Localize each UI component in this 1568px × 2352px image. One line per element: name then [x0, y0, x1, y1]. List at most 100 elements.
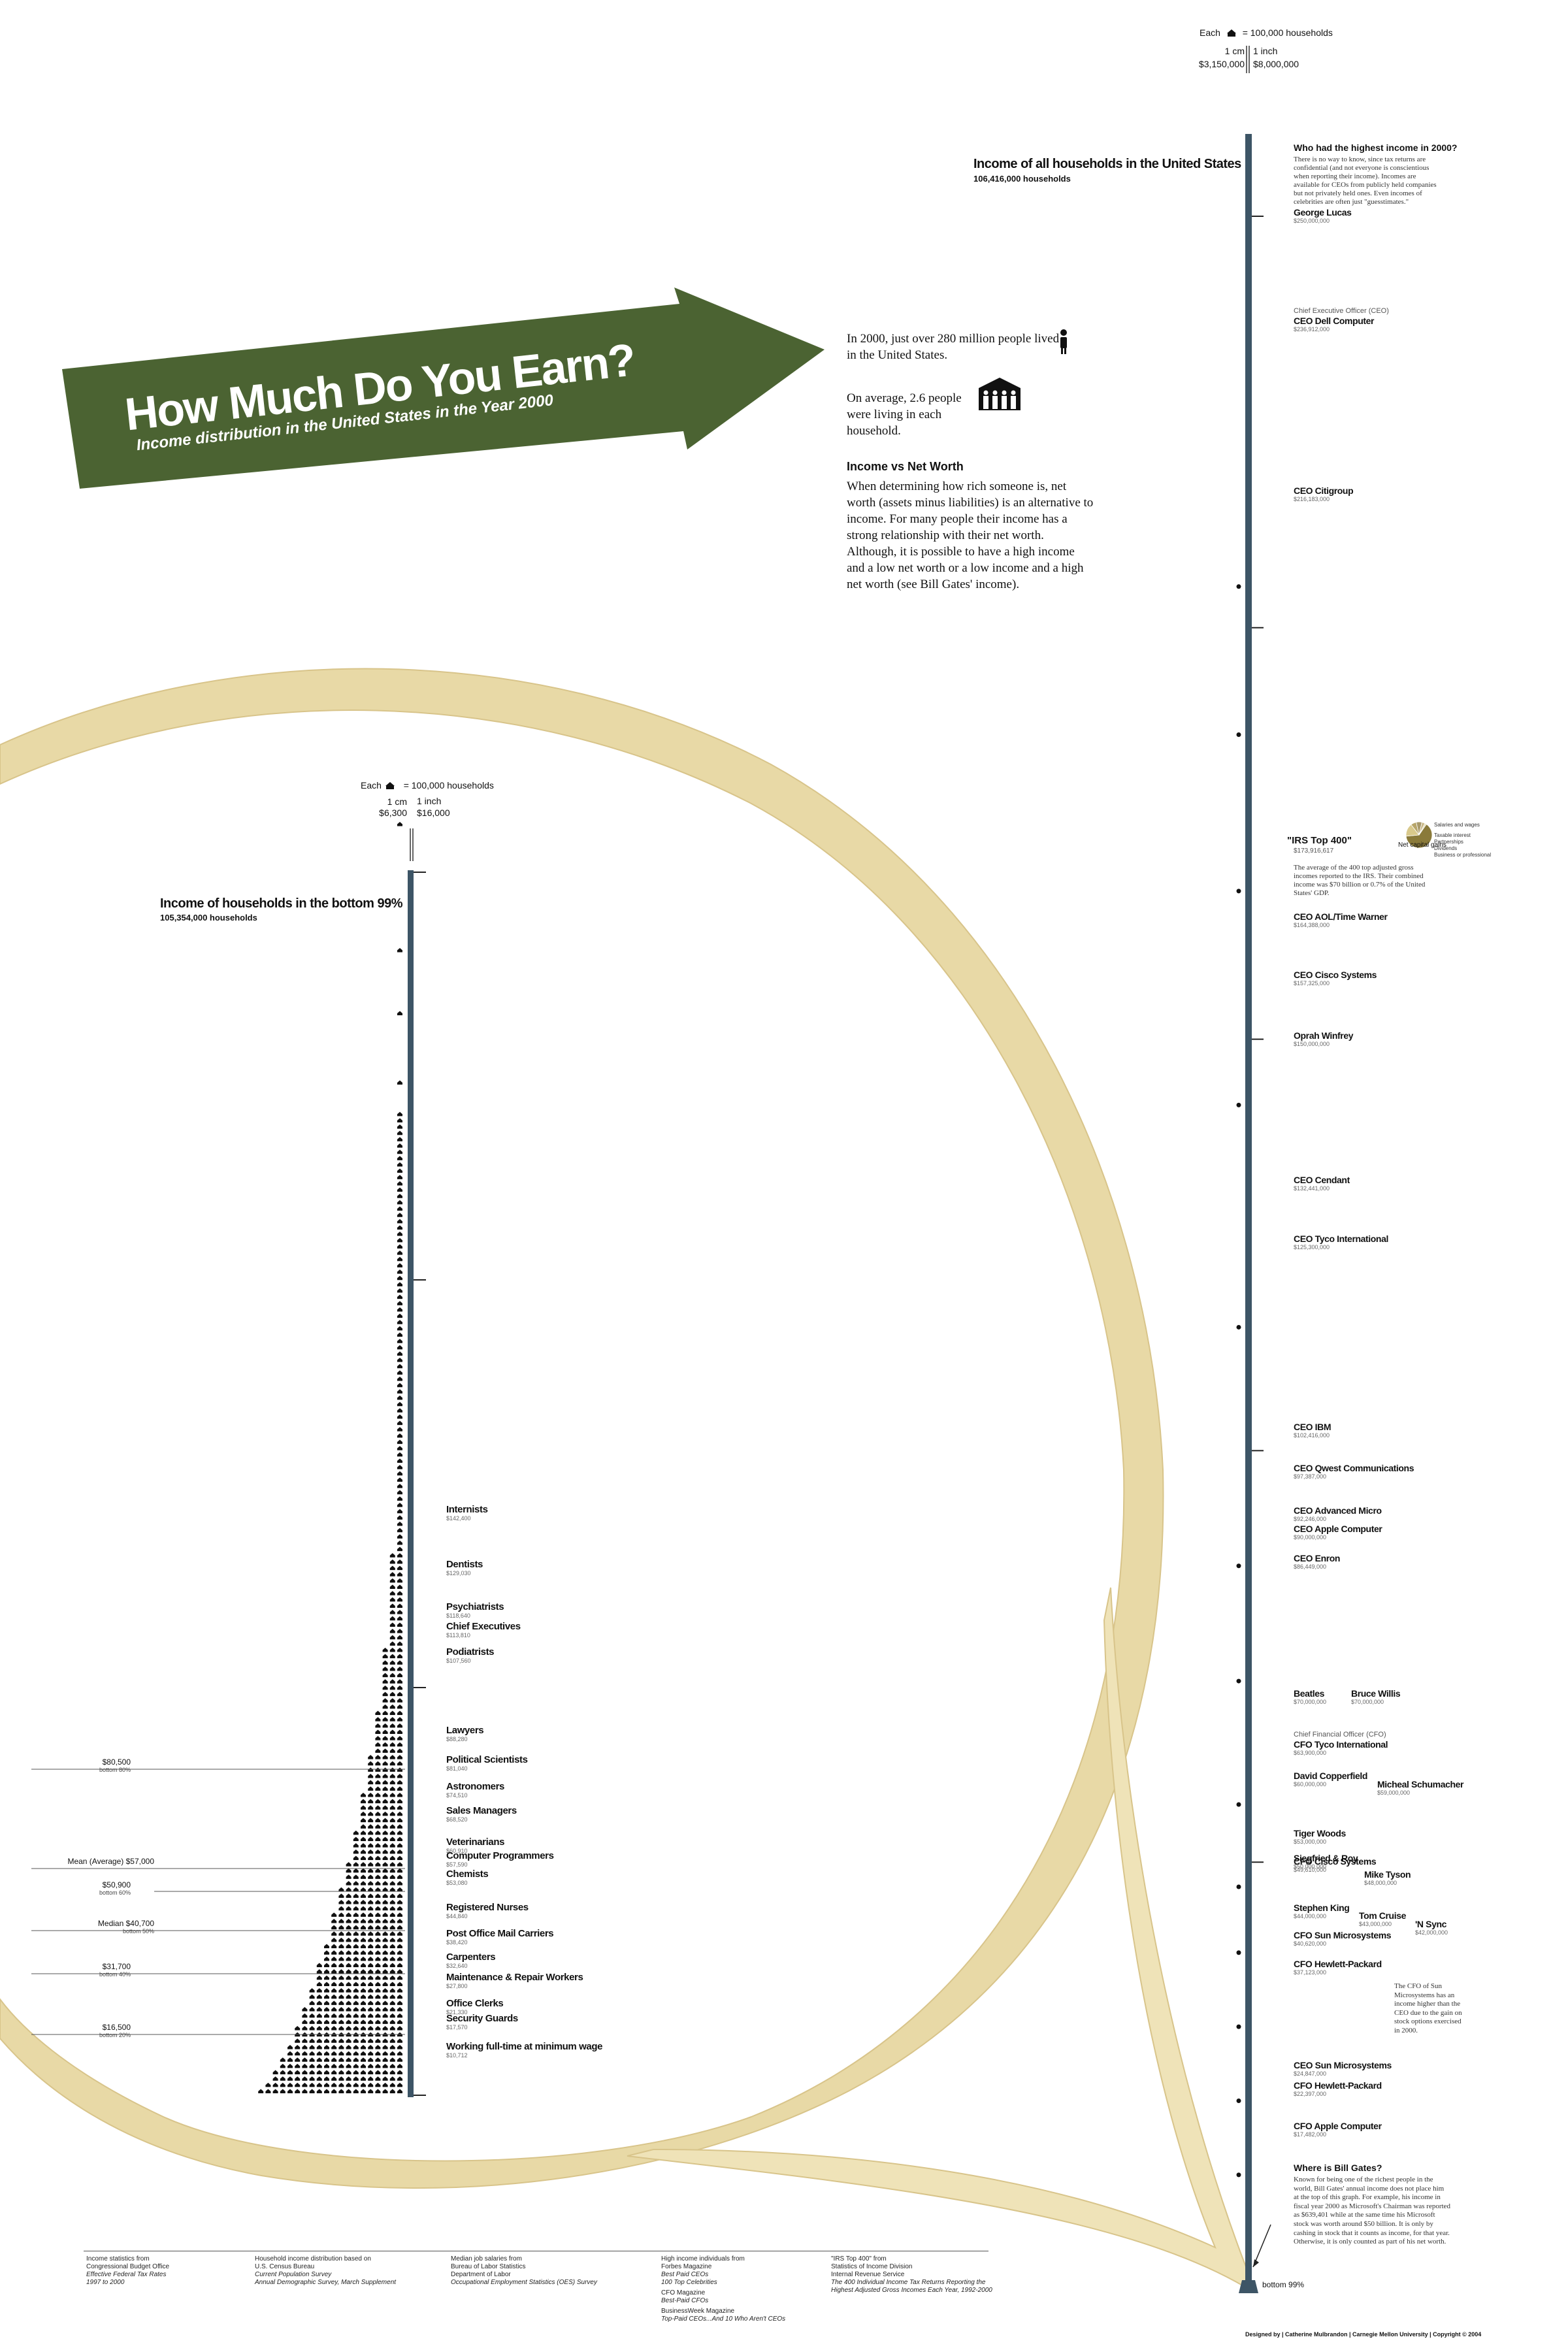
- household-icon: [287, 2089, 293, 2093]
- household-icon: [361, 2013, 366, 2018]
- household-icon: [1236, 1884, 1241, 1889]
- household-icon: [361, 1874, 366, 1879]
- irs-legend-item: Salaries and wages: [1434, 822, 1480, 828]
- household-icon: [397, 1559, 402, 1564]
- household-icon: [338, 1918, 344, 1923]
- earner-income: $43,000,000: [1359, 1921, 1392, 1928]
- household-icon: [382, 1698, 388, 1703]
- earner-income: $90,000,000: [1294, 1534, 1327, 1541]
- threshold-value: $16,500: [102, 2023, 131, 2032]
- household-icon: [397, 947, 402, 953]
- household-icon: [346, 1912, 351, 1917]
- household-icon: [382, 1969, 388, 1974]
- household-icon: [382, 2070, 388, 2075]
- household-icon: [1236, 2172, 1241, 2178]
- household-icon: [389, 2051, 395, 2056]
- household-icon: [368, 1956, 374, 1961]
- household-icon: [353, 1837, 359, 1842]
- household-icon: [346, 2026, 351, 2031]
- household-icon: [338, 2019, 344, 2024]
- household-icon: [397, 1162, 402, 1167]
- household-icon: [382, 1906, 388, 1911]
- household-icon: [331, 2019, 337, 2024]
- household-icon: [368, 1799, 374, 1804]
- household-icon: [361, 1830, 366, 1835]
- gates-heading: Where is Bill Gates?: [1294, 2163, 1382, 2173]
- household-icon: [338, 1925, 344, 1930]
- household-icon: [353, 1950, 359, 1955]
- household-icon: [375, 1748, 381, 1753]
- household-icon: [397, 1906, 402, 1911]
- household-icon: [316, 1969, 322, 1974]
- household-icon: [338, 1975, 344, 1980]
- household-icon: [368, 2063, 374, 2068]
- household-icon: [368, 1761, 374, 1766]
- household-icon: [346, 2089, 351, 2093]
- household-icon: [331, 2001, 337, 2005]
- threshold-sub: bottom 40%: [99, 1971, 131, 1978]
- household-icon: [397, 1503, 402, 1507]
- household-icon: [397, 1218, 402, 1224]
- earner: Tom Cruise $43,000,000: [1359, 1910, 1406, 1927]
- household-icon: [361, 2044, 366, 2050]
- household-icon: [346, 1906, 351, 1911]
- source-column: Income statistics from Congressional Budg…: [86, 2255, 256, 2287]
- household-icon: [382, 1956, 388, 1961]
- household-icon: [382, 1824, 388, 1829]
- household-icon: [316, 2013, 322, 2018]
- household-icon: [368, 1805, 374, 1810]
- source-line: Current Population Survey: [255, 2271, 332, 2278]
- occupation-name: Dentists: [446, 1558, 483, 1570]
- household-icon: [397, 1912, 402, 1917]
- household-icon: [375, 1956, 381, 1961]
- source-line: Congressional Budget Office: [86, 2263, 170, 2270]
- household-icon: [389, 1748, 395, 1753]
- household-icon: [302, 2026, 308, 2031]
- earner: Oprah Winfrey $150,000,000: [1294, 1030, 1354, 1047]
- household-icon: [375, 2063, 381, 2068]
- household-icon: [316, 2070, 322, 2075]
- household-icon: [397, 1616, 402, 1621]
- household-icon: [353, 1881, 359, 1886]
- household-icon: [397, 1143, 402, 1148]
- household-icon: [375, 1893, 381, 1898]
- household-icon: [353, 2063, 359, 2068]
- household-icon: [397, 1691, 402, 1697]
- occupation-salary: $21,330: [446, 2008, 468, 2016]
- earner: CEO Apple Computer $90,000,000: [1294, 1524, 1382, 1541]
- occupation-salary: $60,910: [446, 1847, 468, 1854]
- household-icon: [331, 1950, 337, 1955]
- occupation-name: Chemists: [446, 1868, 489, 1880]
- household-icon: [331, 2082, 337, 2087]
- household-icon: [397, 1156, 402, 1160]
- household-icon: [361, 1805, 366, 1810]
- household-icon: [397, 2070, 402, 2075]
- right-scale-cm: 1 cm: [1224, 46, 1245, 56]
- household-icon: [368, 1994, 374, 1999]
- household-icon: [331, 1988, 337, 1993]
- household-icon: [346, 2063, 351, 2068]
- earner: CEO Enron $86,449,000: [1294, 1553, 1340, 1570]
- household-icon: [338, 1963, 344, 1968]
- household-icon: [368, 1893, 374, 1898]
- household-icon: [382, 1761, 388, 1766]
- household-icon: [302, 2051, 308, 2056]
- occupation-name: Computer Programmers: [446, 1850, 554, 1861]
- household-icon: [397, 821, 402, 826]
- household-icon: [338, 2051, 344, 2056]
- household-icon: [397, 1275, 402, 1281]
- earner-name: CFO Cisco Systems: [1294, 1856, 1377, 1867]
- household-icon: [397, 1572, 402, 1576]
- occupation-salary: $44,840: [446, 1913, 468, 1920]
- household-icon: [389, 1565, 395, 1571]
- household-icon: [338, 1893, 344, 1898]
- earner: Tiger Woods $53,000,000: [1294, 1828, 1346, 1845]
- household-icon: [324, 1956, 329, 1961]
- occupation: Lawyers $88,280: [446, 1725, 484, 1742]
- household-icon: [331, 2038, 337, 2043]
- earner: CFO Hewlett-Packard $22,397,000: [1294, 2080, 1382, 2097]
- household-icon: [397, 1420, 402, 1426]
- household-icon: [375, 1837, 381, 1842]
